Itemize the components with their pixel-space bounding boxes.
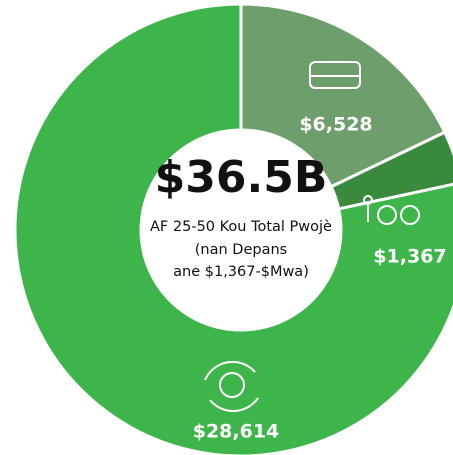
value-label: $28,614 [193, 421, 280, 443]
center-title: $36.5B [155, 152, 328, 203]
value-label: $1,367 [373, 246, 446, 268]
globe-icon [219, 372, 245, 398]
bike-icon [400, 205, 420, 225]
slices [13, 2, 453, 455]
bike-icon [377, 205, 397, 225]
icons [204, 61, 420, 413]
donut-hole [140, 129, 342, 331]
value-label: $6,528 [299, 114, 372, 136]
cycle-arrows [204, 360, 259, 413]
center-text: AF 25-50 Kou Total Pwojè [150, 219, 332, 235]
center-text: ane $1,367-$Mwa) [173, 264, 309, 280]
center-text: (nan Depans [195, 242, 287, 258]
walk-icon [363, 195, 373, 205]
